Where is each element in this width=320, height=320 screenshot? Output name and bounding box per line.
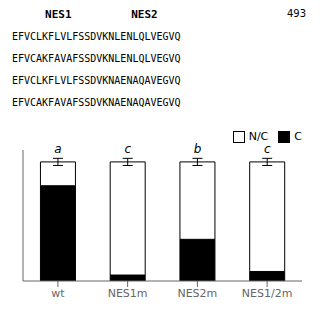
- svg-text:NES1/2m: NES1/2m: [242, 287, 293, 300]
- html-text:C: C: [294, 130, 302, 143]
- svg-text:c: c: [264, 142, 271, 156]
- html-text:NES2: NES2: [131, 8, 158, 21]
- html-text:EFVCLKFLVLFSSDVKNAENAQAVEGVQ: EFVCLKFLVLFSSDVKNAENAQAVEGVQ: [12, 75, 181, 86]
- svg-text:b: b: [194, 142, 202, 156]
- svg-text:wt: wt: [51, 287, 65, 300]
- svg-text:NES1m: NES1m: [108, 287, 148, 300]
- svg-text:a: a: [54, 142, 61, 156]
- html-text:N/C: N/C: [248, 130, 269, 143]
- html-text:EFVCAKFAVAFSSDVKNAENAQAVEGVQ: EFVCAKFAVAFSSDVKNAENAQAVEGVQ: [12, 97, 181, 108]
- svg-text:NES2m: NES2m: [177, 287, 217, 300]
- html-text:EFVCAKFAVAFSSDVKNLENLQLVEGVQ: EFVCAKFAVAFSSDVKNLENLQLVEGVQ: [12, 53, 181, 64]
- html-text:NES1: NES1: [45, 8, 72, 21]
- html-text:493: 493: [286, 8, 306, 19]
- html-text:EFVCLKFLVLFSSDVKNLENLQLVEGVQ: EFVCLKFLVLFSSDVKNLENLQLVEGVQ: [12, 31, 181, 42]
- svg-text:c: c: [124, 142, 131, 156]
